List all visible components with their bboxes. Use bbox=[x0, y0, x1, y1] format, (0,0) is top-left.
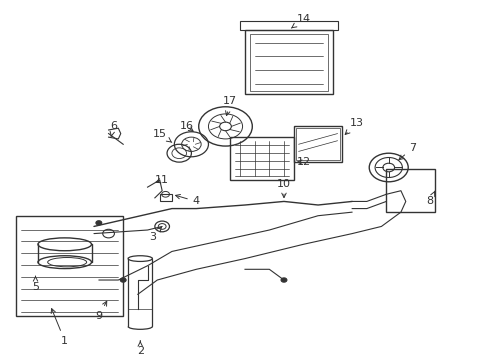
Circle shape bbox=[96, 221, 102, 225]
Text: 15: 15 bbox=[153, 129, 172, 143]
Text: 7: 7 bbox=[399, 143, 416, 159]
Bar bbox=[240, 21, 338, 30]
Bar bbox=[16, 216, 123, 316]
Text: 5: 5 bbox=[32, 276, 39, 292]
Text: 16: 16 bbox=[179, 121, 194, 131]
Text: 4: 4 bbox=[175, 194, 200, 206]
Bar bbox=[250, 33, 328, 91]
Text: 17: 17 bbox=[223, 96, 238, 116]
Text: 8: 8 bbox=[427, 191, 435, 206]
Text: 1: 1 bbox=[51, 309, 68, 346]
Bar bbox=[294, 126, 343, 162]
Text: 13: 13 bbox=[345, 118, 364, 134]
Text: 14: 14 bbox=[292, 14, 311, 28]
Text: 10: 10 bbox=[277, 179, 291, 198]
Text: 9: 9 bbox=[95, 301, 107, 321]
Text: 6: 6 bbox=[110, 121, 117, 137]
Bar bbox=[296, 128, 340, 160]
Text: 2: 2 bbox=[137, 341, 144, 356]
Text: 3: 3 bbox=[149, 227, 161, 242]
Bar bbox=[386, 169, 435, 212]
Text: 11: 11 bbox=[155, 175, 169, 185]
Bar bbox=[230, 137, 294, 180]
Text: 12: 12 bbox=[296, 157, 311, 167]
Bar bbox=[245, 30, 333, 94]
Circle shape bbox=[120, 278, 126, 282]
Bar bbox=[160, 194, 172, 202]
Circle shape bbox=[281, 278, 287, 282]
